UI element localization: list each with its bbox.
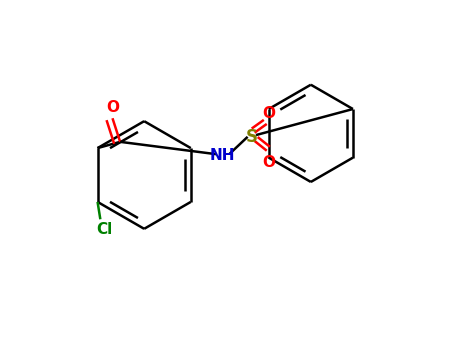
Text: O: O [263,106,276,121]
Text: Cl: Cl [96,222,113,237]
Text: O: O [263,155,276,170]
Text: S: S [246,128,258,146]
Text: O: O [106,100,119,115]
Text: NH: NH [210,148,235,163]
